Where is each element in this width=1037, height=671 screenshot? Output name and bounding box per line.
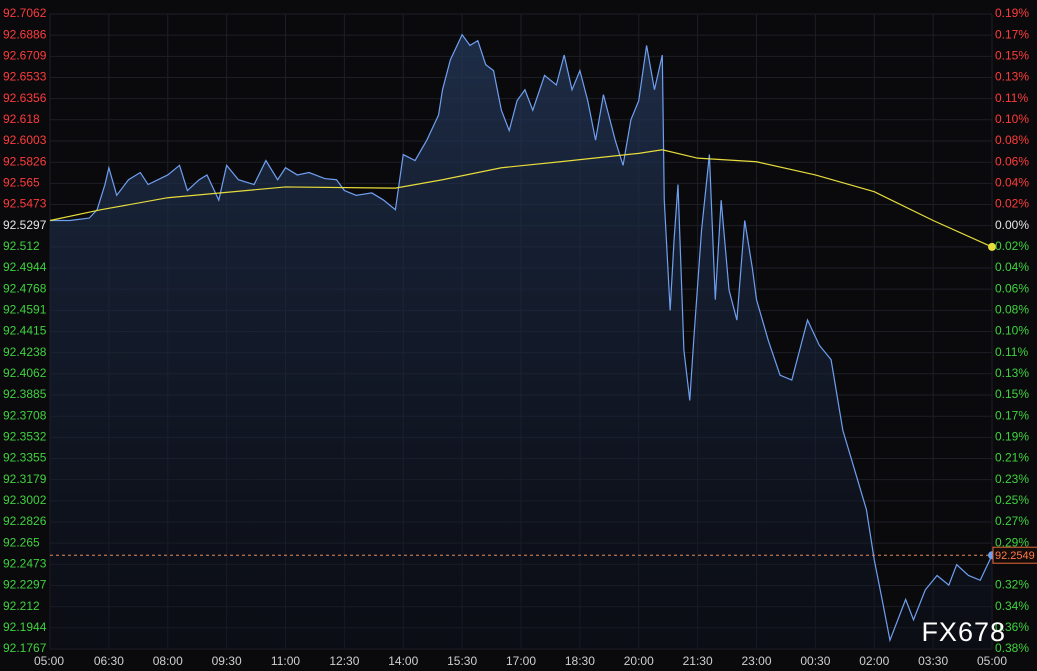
y2-tick-label: 0.38% bbox=[995, 641, 1029, 655]
y-tick-label: 92.3179 bbox=[3, 472, 47, 486]
y2-tick-label: 0.32% bbox=[995, 578, 1029, 592]
y2-tick-label: 0.34% bbox=[995, 599, 1029, 613]
y2-tick-label: 0.11% bbox=[995, 91, 1028, 105]
y-tick-label: 92.2826 bbox=[3, 514, 47, 528]
y-tick-label: 92.1767 bbox=[3, 641, 47, 655]
y-tick-label: 92.212 bbox=[3, 599, 40, 613]
y2-tick-label: 0.00% bbox=[995, 218, 1029, 232]
y-tick-label: 92.265 bbox=[3, 535, 40, 549]
y-tick-label: 92.6533 bbox=[3, 70, 47, 84]
y2-tick-label: 0.23% bbox=[995, 472, 1029, 486]
x-tick-label: 12:30 bbox=[329, 654, 359, 668]
y2-tick-label: 0.19% bbox=[995, 6, 1029, 20]
y2-tick-label: 0.10% bbox=[995, 112, 1029, 126]
y2-tick-label: 0.15% bbox=[995, 387, 1029, 401]
y-tick-label: 92.3355 bbox=[3, 451, 47, 465]
y-tick-label: 92.6886 bbox=[3, 27, 47, 41]
y2-tick-label: 0.04% bbox=[995, 176, 1029, 190]
axes: 92.7062 92.6886 92.6709 92.6533 92.6356 92.61… bbox=[3, 6, 1037, 668]
y2-tick-label: 0.17% bbox=[995, 27, 1029, 41]
y-tick-label: 92.4062 bbox=[3, 366, 47, 380]
y2-tick-label: 0.11% bbox=[995, 345, 1028, 359]
y-tick-label: 92.4944 bbox=[3, 260, 47, 274]
y2-tick-label: 0.02% bbox=[995, 197, 1029, 211]
y-tick-label: 92.618 bbox=[3, 112, 40, 126]
y2-tick-label: 0.02% bbox=[995, 239, 1029, 253]
y-tick-label: 92.3532 bbox=[3, 430, 47, 444]
y-tick-label: 92.565 bbox=[3, 176, 40, 190]
y2-tick-label: 0.06% bbox=[995, 154, 1029, 168]
x-tick-label: 21:30 bbox=[683, 654, 713, 668]
x-tick-label: 03:30 bbox=[918, 654, 948, 668]
y2-tick-label: 0.15% bbox=[995, 49, 1029, 63]
y2-tick-label: 0.29% bbox=[995, 535, 1029, 549]
y-tick-label: 92.4591 bbox=[3, 303, 47, 317]
x-tick-label: 08:00 bbox=[153, 654, 183, 668]
y-tick-label: 92.4238 bbox=[3, 345, 47, 359]
y-tick-label: 92.7062 bbox=[3, 6, 47, 20]
area bbox=[50, 34, 992, 649]
y2-tick-label: 0.17% bbox=[995, 408, 1029, 422]
x-tick-label: 05:00 bbox=[34, 654, 64, 668]
y-tick-label: 92.6356 bbox=[3, 91, 47, 105]
y-tick-label: 92.5826 bbox=[3, 154, 47, 168]
y-tick-label: 92.3002 bbox=[3, 493, 47, 507]
x-tick-label: 20:00 bbox=[624, 654, 654, 668]
x-tick-label: 17:00 bbox=[506, 654, 536, 668]
y-tick-label: 92.2297 bbox=[3, 578, 47, 592]
y-tick-label: 92.4768 bbox=[3, 281, 47, 295]
x-tick-label: 02:00 bbox=[859, 654, 889, 668]
y2-tick-label: 0.19% bbox=[995, 430, 1029, 444]
line bbox=[49, 149, 993, 248]
y2-tick-label: 0.10% bbox=[995, 324, 1029, 338]
y-tick-label: 92.5473 bbox=[3, 197, 47, 211]
x-tick-label: 23:00 bbox=[741, 654, 771, 668]
y-tick-label: 92.512 bbox=[3, 239, 40, 253]
x-tick-label: 09:30 bbox=[212, 654, 242, 668]
y2-tick-label: 0.04% bbox=[995, 260, 1029, 274]
y-tick-label: 92.6003 bbox=[3, 133, 47, 147]
y2-tick-label: 0.21% bbox=[995, 451, 1029, 465]
y-tick-label: 92.6709 bbox=[3, 49, 47, 63]
line bbox=[50, 33, 993, 643]
plot bbox=[49, 33, 996, 649]
y2-tick-label: 0.08% bbox=[995, 133, 1029, 147]
x-tick-label: 14:00 bbox=[388, 654, 418, 668]
y-tick-label: 92.2473 bbox=[3, 557, 47, 571]
y2-tick-label: 0.25% bbox=[995, 493, 1029, 507]
y2-tick-label: 0.27% bbox=[995, 514, 1029, 528]
x-tick-label: 05:00 bbox=[977, 654, 1007, 668]
y2-tick-label: 0.06% bbox=[995, 281, 1029, 295]
y2-tick-label: 0.13% bbox=[995, 70, 1029, 84]
end-dot bbox=[988, 242, 996, 251]
last-price-box bbox=[992, 546, 1037, 564]
x-tick-label: 18:30 bbox=[565, 654, 595, 668]
x-tick-label: 11:00 bbox=[271, 654, 300, 668]
y-tick-label: 92.5297 bbox=[3, 218, 47, 232]
y2-tick-label: 0.13% bbox=[995, 366, 1029, 380]
y-tick-label: 92.1944 bbox=[3, 620, 47, 634]
x-tick-label: 00:30 bbox=[800, 654, 830, 668]
x-tick-label: 06:30 bbox=[94, 654, 124, 668]
y-tick-label: 92.3708 bbox=[3, 408, 47, 422]
watermark: FX678 bbox=[921, 617, 1006, 647]
last-price-label: 92.2549 bbox=[995, 550, 1035, 562]
y-tick-label: 92.4415 bbox=[3, 324, 47, 338]
x-tick-label: 15:30 bbox=[447, 654, 477, 668]
y-tick-label: 92.3885 bbox=[3, 387, 47, 401]
y2-tick-label: 0.08% bbox=[995, 303, 1029, 317]
y2-tick-label: 0.36% bbox=[995, 620, 1029, 634]
